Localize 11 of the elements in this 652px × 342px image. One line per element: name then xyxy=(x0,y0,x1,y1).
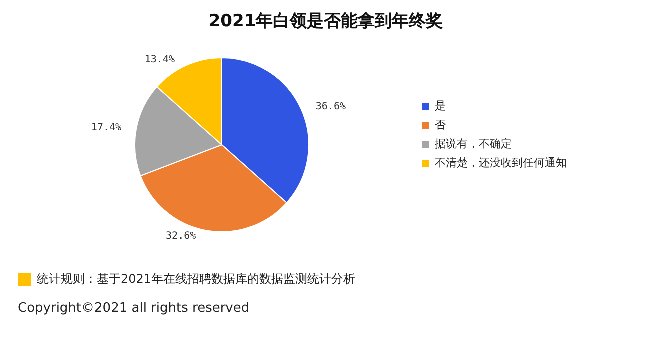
data-label: 36.6% xyxy=(316,101,346,112)
text: 统计规则：基于2021年在线招聘数据库的数据监测统计分析 xyxy=(37,271,356,288)
data-label: 32.6% xyxy=(166,230,196,242)
data-label: 13.4% xyxy=(144,54,175,66)
legend-label: 据说有，不确定 xyxy=(435,138,512,150)
data-label: 17.4% xyxy=(91,122,122,134)
chart-title: 2021年白领是否能拿到年终奖 xyxy=(208,12,444,32)
legend-label: 否 xyxy=(435,120,446,132)
text: Copyright©2021 all rights reserved xyxy=(18,300,250,318)
legend-label: 是 xyxy=(435,100,446,112)
legend-label: 不清楚，还没收到任何通知 xyxy=(435,156,567,170)
